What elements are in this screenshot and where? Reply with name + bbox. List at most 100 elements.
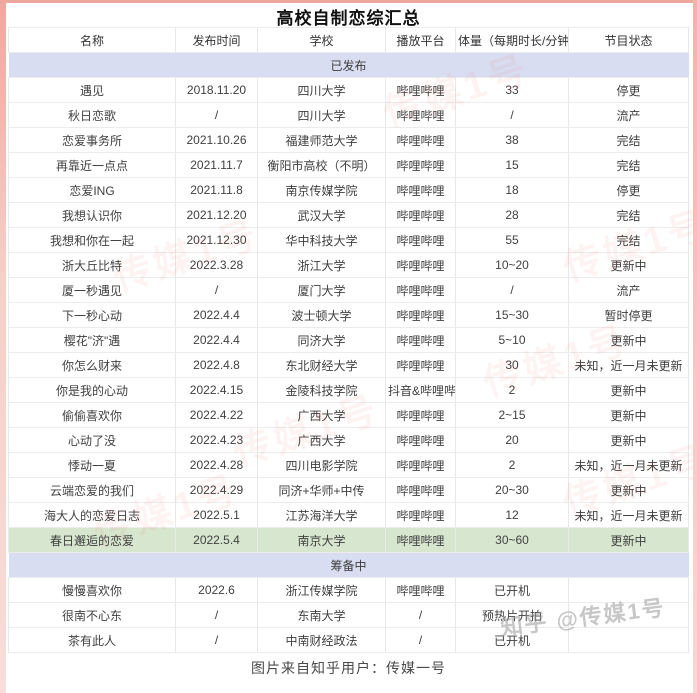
table-row: 茶有此人 / 中南财经政法 / 已开机	[8, 627, 689, 653]
table-cell: 很南不心东	[8, 602, 176, 628]
frame-top-edge	[0, 0, 697, 3]
table-cell: 东北财经大学	[257, 352, 386, 378]
table-cell: 你怎么财来	[8, 352, 176, 378]
table-cell: 哔哩哔哩	[385, 227, 456, 253]
table-cell: 金陵科技学院	[257, 377, 386, 403]
table-cell: 预热片开拍	[455, 602, 569, 628]
table-cell: 2	[455, 452, 569, 478]
table-cell: 中南财经政法	[257, 627, 386, 653]
table-cell: 波士顿大学	[257, 302, 386, 328]
table-cell: 武汉大学	[257, 202, 386, 228]
table-cell: 下一秒心动	[8, 302, 176, 328]
table-cell: 18	[455, 177, 569, 203]
table-cell: 樱花"济"遇	[8, 327, 176, 353]
table-cell: 哔哩哔哩	[385, 152, 456, 178]
table-cell: 更新中	[568, 527, 689, 553]
table-cell: 恋爱ING	[8, 177, 176, 203]
frame-left-edge	[0, 0, 6, 693]
table-cell: 衡阳市高校（不明）	[257, 152, 386, 178]
table-cell: 浙江传媒学院	[257, 577, 386, 603]
table-cell: 2022.4.23	[175, 427, 258, 453]
section-band: 已发布	[8, 52, 689, 78]
table-cell: 遇见	[8, 77, 176, 103]
table-cell: /	[175, 627, 258, 653]
table-cell: 浙大丘比特	[8, 252, 176, 278]
table-cell: 偷偷喜欢你	[8, 402, 176, 428]
table-cell: 春日邂逅的恋爱	[8, 527, 176, 553]
table-cell: 未知，近一月未更新	[568, 502, 689, 528]
table-cell: 2022.4.15	[175, 377, 258, 403]
table-cell: 2022.4.4	[175, 327, 258, 353]
table-cell: 四川大学	[257, 102, 386, 128]
frame-right-edge	[693, 0, 697, 693]
table-row: 秋日恋歌 / 四川大学 哔哩哔哩 / 流产	[8, 102, 689, 128]
table-cell: 完结	[568, 152, 689, 178]
table-cell: 15~30	[455, 302, 569, 328]
table-cell: /	[175, 277, 258, 303]
table-cell: 哔哩哔哩	[385, 302, 456, 328]
table-cell: 2021.11.8	[175, 177, 258, 203]
table-cell: 浙江大学	[257, 252, 386, 278]
table-cell: 哔哩哔哩	[385, 77, 456, 103]
table-row: 海大人的恋爱日志 2022.5.1 江苏海洋大学 哔哩哔哩 12 未知，近一月未更新	[8, 502, 689, 528]
table-cell: 2022.4.22	[175, 402, 258, 428]
table-cell: 四川电影学院	[257, 452, 386, 478]
header-row: 名称 发布时间 学校 播放平台 体量（每期时长/分钟） 节目状态	[8, 27, 689, 53]
table-cell: 20~30	[455, 477, 569, 503]
table-row: 遇见 2018.11.20 四川大学 哔哩哔哩 33 停更	[8, 77, 689, 103]
table-cell: 流产	[568, 277, 689, 303]
table-cell: /	[175, 102, 258, 128]
table-cell: 2021.12.30	[175, 227, 258, 253]
table-cell: 2022.5.1	[175, 502, 258, 528]
table-cell: 2022.4.28	[175, 452, 258, 478]
table-row: 春日邂逅的恋爱 2022.5.4 南京大学 哔哩哔哩 30~60 更新中	[8, 527, 689, 553]
table-cell: 10~20	[455, 252, 569, 278]
table-cell: 2018.11.20	[175, 77, 258, 103]
table-cell: 你是我的心动	[8, 377, 176, 403]
column-header-school: 学校	[257, 27, 386, 53]
table-cell: 哔哩哔哩	[385, 252, 456, 278]
column-header-status: 节目状态	[568, 27, 689, 53]
table-cell	[568, 627, 689, 653]
table-cell: 2022.5.4	[175, 527, 258, 553]
table-row: 悸动一夏 2022.4.28 四川电影学院 哔哩哔哩 2 未知，近一月未更新	[8, 452, 689, 478]
table-cell: 2022.4.29	[175, 477, 258, 503]
table-cell: 心动了没	[8, 427, 176, 453]
table-cell: 哔哩哔哩	[385, 427, 456, 453]
table-cell: 30	[455, 352, 569, 378]
table-cell: 茶有此人	[8, 627, 176, 653]
table-cell: 海大人的恋爱日志	[8, 502, 176, 528]
table-cell: 厦门大学	[257, 277, 386, 303]
table-cell: 更新中	[568, 377, 689, 403]
table-cell	[568, 577, 689, 603]
table-cell: 38	[455, 127, 569, 153]
table-cell: 停更	[568, 177, 689, 203]
table-cell: 华中科技大学	[257, 227, 386, 253]
table-cell: 暂时停更	[568, 302, 689, 328]
table-row: 再靠近一点点 2021.11.7 衡阳市高校（不明） 哔哩哔哩 15 完结	[8, 152, 689, 178]
table-cell: 2021.10.26	[175, 127, 258, 153]
table-cell: 已开机	[455, 577, 569, 603]
table-cell: 广西大学	[257, 427, 386, 453]
table-cell: 我想认识你	[8, 202, 176, 228]
table-cell: 再靠近一点点	[8, 152, 176, 178]
table-cell: 更新中	[568, 477, 689, 503]
table-row: 樱花"济"遇 2022.4.4 同济大学 哔哩哔哩 5~10 更新中	[8, 327, 689, 353]
table-cell: 完结	[568, 127, 689, 153]
table-cell: 28	[455, 202, 569, 228]
table-cell: 厦一秒遇见	[8, 277, 176, 303]
table-cell: 已开机	[455, 627, 569, 653]
table-cell: /	[175, 602, 258, 628]
table-cell: 流产	[568, 102, 689, 128]
table-cell: 2021.12.20	[175, 202, 258, 228]
table-cell: 未知，近一月未更新	[568, 452, 689, 478]
table-cell: 秋日恋歌	[8, 102, 176, 128]
table-cell: 哔哩哔哩	[385, 352, 456, 378]
table-cell: 完结	[568, 227, 689, 253]
page-title: 高校自制恋综汇总	[276, 9, 421, 28]
table-cell: 哔哩哔哩	[385, 577, 456, 603]
table-row: 下一秒心动 2022.4.4 波士顿大学 哔哩哔哩 15~30 暂时停更	[8, 302, 689, 328]
table-cell: 云端恋爱的我们	[8, 477, 176, 503]
table-cell: 我想和你在一起	[8, 227, 176, 253]
